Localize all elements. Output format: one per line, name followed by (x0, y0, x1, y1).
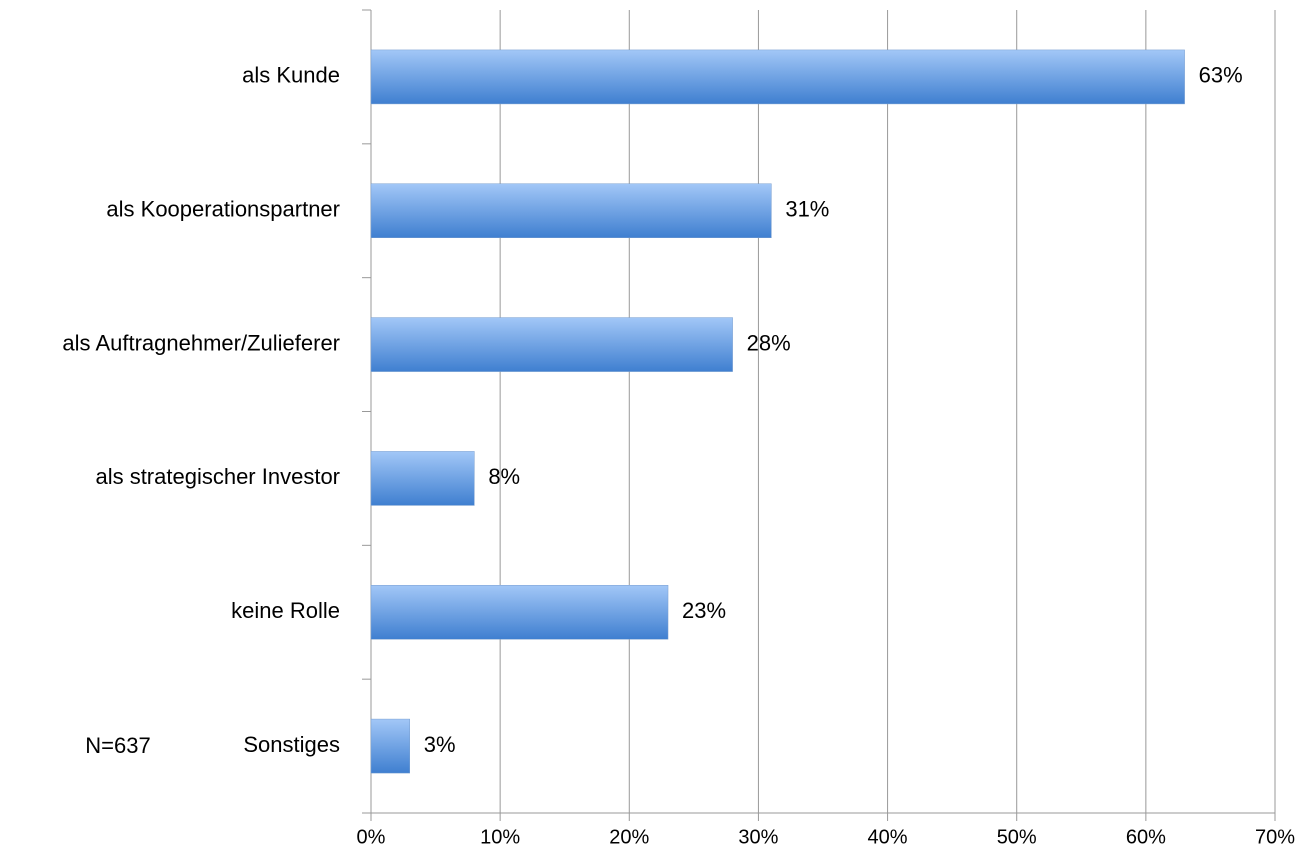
y-tick-label: als Kooperationspartner (106, 197, 340, 222)
x-tick-label: 30% (738, 826, 778, 848)
y-tick-label: als Auftragnehmer/Zulieferer (62, 330, 340, 355)
bar (370, 49, 1185, 105)
value-label: 3% (424, 732, 456, 757)
x-tick-label: 0% (357, 826, 386, 848)
bar (370, 451, 475, 506)
y-tick-label: Sonstiges (243, 732, 340, 757)
value-label: 63% (1199, 63, 1243, 88)
x-tick-label: 60% (1126, 826, 1166, 848)
bar (370, 585, 669, 640)
annotation: N=637 (85, 733, 150, 758)
bar (370, 183, 772, 238)
x-tick-label: 20% (609, 826, 649, 848)
value-label: 28% (747, 330, 791, 355)
y-tick-label: als Kunde (242, 63, 340, 88)
bar (370, 718, 410, 774)
x-tick-label: 10% (480, 826, 520, 848)
value-label: 23% (682, 598, 726, 623)
x-tick-label: 70% (1255, 826, 1295, 848)
x-tick-label: 50% (997, 826, 1037, 848)
value-label: 8% (488, 464, 520, 489)
x-tick-label: 40% (868, 826, 908, 848)
y-tick-label: keine Rolle (231, 598, 340, 623)
y-tick-label: als strategischer Investor (95, 464, 340, 489)
bar (370, 317, 733, 372)
value-label: 31% (785, 197, 829, 222)
